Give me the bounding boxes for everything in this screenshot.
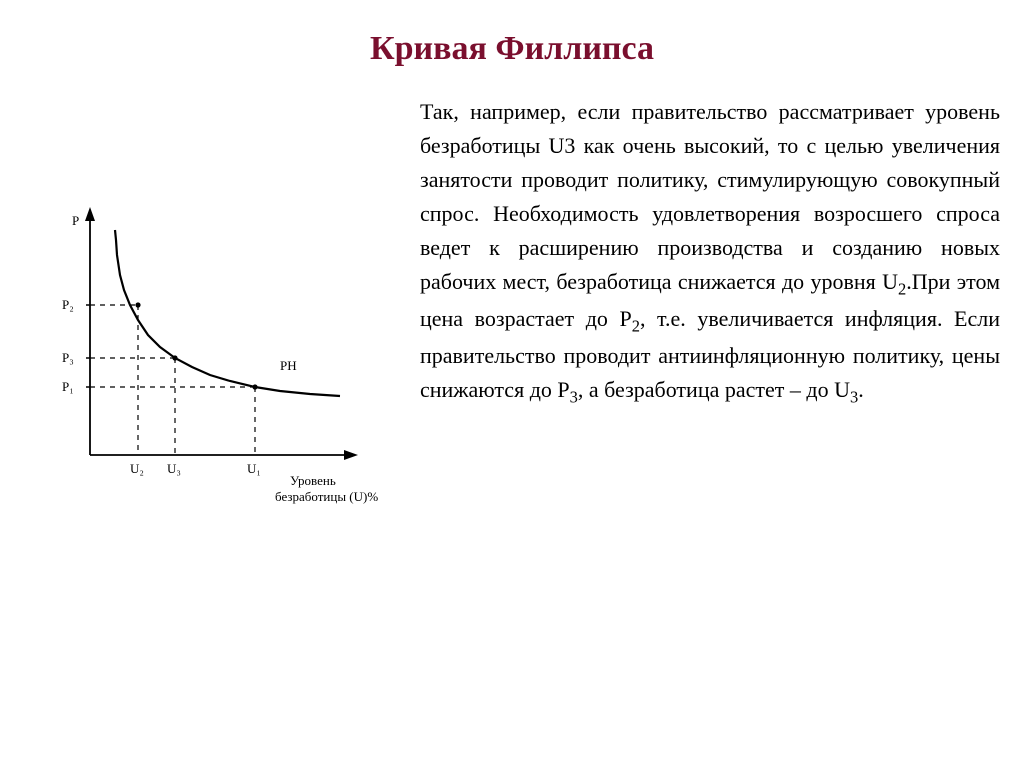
y-tick-labels: P₂ P₃ P₁ (62, 297, 74, 394)
svg-text:U₃: U₃ (167, 461, 181, 476)
x-axis-label-line1: Уровень (290, 473, 336, 488)
svg-text:U₂: U₂ (130, 461, 144, 476)
curve-label: PH (280, 358, 297, 373)
svg-text:P₂: P₂ (62, 297, 74, 312)
phillips-curve-chart: P₂ P₃ P₁ U₂ U₃ U₁ P PH Уровень безработицы (… (20, 180, 400, 540)
x-tick-labels: U₂ U₃ U₁ (130, 461, 261, 476)
slide: Кривая Филлипса P₂ P₃ P₁ U₂ U₃ U₁ (0, 0, 1024, 767)
slide-title: Кривая Филлипса (0, 30, 1024, 68)
svg-text:U₁: U₁ (247, 461, 261, 476)
body-paragraph: Так, например, если правительство рассма… (420, 95, 1000, 410)
axes (85, 207, 358, 460)
y-axis-label: P (72, 213, 79, 228)
chart-svg: P₂ P₃ P₁ U₂ U₃ U₁ P PH Уровень безработицы (… (20, 180, 400, 540)
curve-points (135, 302, 257, 389)
phillips-curve (115, 230, 340, 396)
svg-text:P₁: P₁ (62, 379, 74, 394)
svg-text:P₃: P₃ (62, 350, 74, 365)
x-axis-label-line2: безработицы (U)% (275, 489, 378, 504)
